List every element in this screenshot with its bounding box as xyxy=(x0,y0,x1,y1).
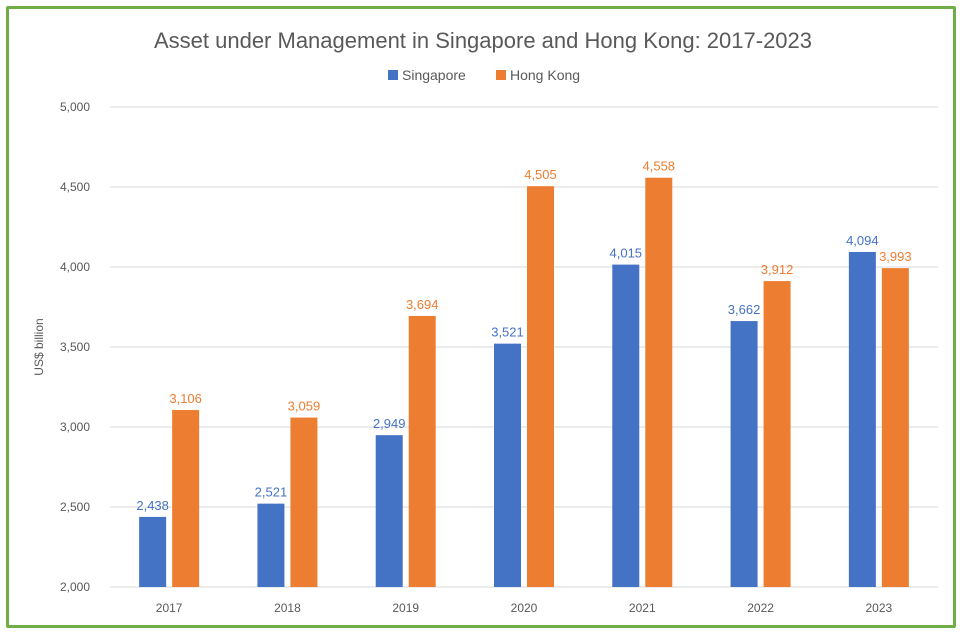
y-tick-label: 2,500 xyxy=(60,500,90,514)
bar-hong-kong-2018 xyxy=(290,417,318,587)
bar-hong-kong-2023 xyxy=(881,268,909,587)
legend-swatch xyxy=(388,70,398,80)
bar-singapore-2018 xyxy=(257,503,285,587)
data-label: 4,558 xyxy=(643,159,676,174)
data-label: 3,993 xyxy=(879,249,912,264)
data-label: 4,015 xyxy=(610,246,643,261)
data-label: 3,521 xyxy=(491,325,524,340)
y-tick-label: 3,000 xyxy=(60,420,90,434)
chart-title: Asset under Management in Singapore and … xyxy=(154,28,812,53)
data-label: 2,521 xyxy=(255,485,288,500)
x-tick-label: 2018 xyxy=(274,601,301,615)
y-tick-label: 5,000 xyxy=(60,100,90,114)
bar-hong-kong-2020 xyxy=(527,186,554,587)
legend: Singapore Hong Kong xyxy=(388,67,580,83)
data-label: 2,438 xyxy=(136,498,169,513)
legend-label: Hong Kong xyxy=(510,67,580,83)
bar-singapore-2020 xyxy=(494,343,521,587)
x-tick-label: 2021 xyxy=(629,601,656,615)
y-tick-label: 4,500 xyxy=(60,180,90,194)
y-axis-label: US$ billion xyxy=(32,318,46,375)
x-tick-label: 2017 xyxy=(156,601,183,615)
bar-hong-kong-2019 xyxy=(408,315,436,587)
data-label: 3,662 xyxy=(728,302,761,317)
data-label: 3,059 xyxy=(288,399,321,414)
x-tick-label: 2020 xyxy=(511,601,538,615)
data-label: 4,094 xyxy=(846,233,879,248)
bar-singapore-2022 xyxy=(730,321,758,587)
legend-label: Singapore xyxy=(402,67,466,83)
x-axis-ticks: 2017 2018 2019 2020 2021 2022 2023 xyxy=(156,601,893,615)
y-axis-ticks: 2,000 2,500 3,000 3,500 4,000 4,500 5,000 xyxy=(60,100,90,594)
x-tick-label: 2023 xyxy=(866,601,893,615)
data-label: 3,912 xyxy=(761,262,794,277)
gridlines xyxy=(110,106,938,588)
data-label: 2,949 xyxy=(373,416,406,431)
legend-swatch xyxy=(496,70,506,80)
data-labels: 2,438 3,106 2,521 3,059 2,949 3,694 3,521 4,505… xyxy=(136,159,911,513)
bar-singapore-2021 xyxy=(612,264,640,587)
y-tick-label: 3,500 xyxy=(60,340,90,354)
y-tick-label: 4,000 xyxy=(60,260,90,274)
bar-singapore-2017 xyxy=(139,516,167,587)
data-label: 4,505 xyxy=(524,167,557,182)
bar-singapore-2023 xyxy=(848,251,876,587)
bar-singapore-2019 xyxy=(375,435,403,587)
y-tick-label: 2,000 xyxy=(60,580,90,594)
x-tick-label: 2022 xyxy=(747,601,774,615)
bar-hong-kong-2021 xyxy=(645,177,673,587)
data-label: 3,106 xyxy=(169,391,202,406)
bars xyxy=(139,177,909,587)
bar-hong-kong-2022 xyxy=(763,281,791,587)
bar-hong-kong-2017 xyxy=(172,410,200,587)
data-label: 3,694 xyxy=(406,297,439,312)
x-tick-label: 2019 xyxy=(392,601,419,615)
